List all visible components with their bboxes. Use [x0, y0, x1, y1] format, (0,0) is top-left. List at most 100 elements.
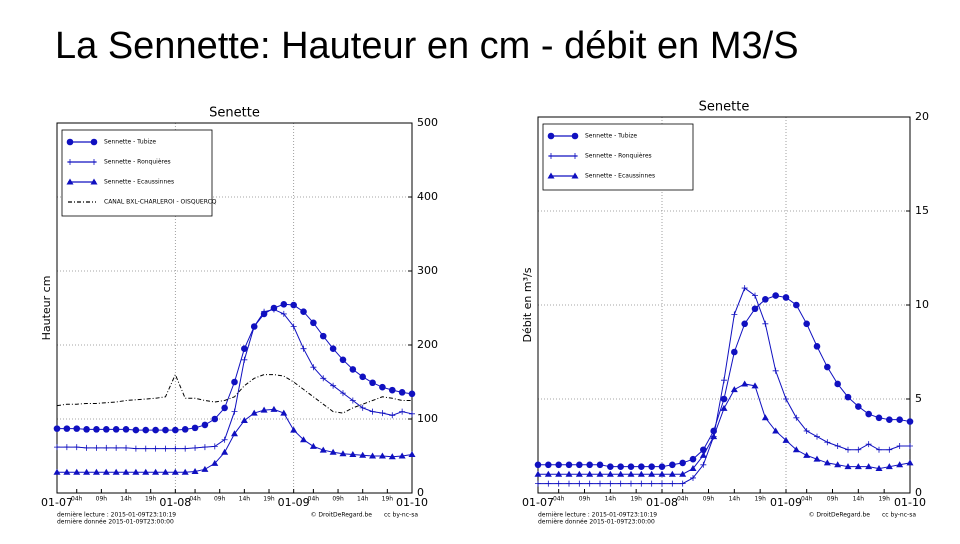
y-tick-label: 200 — [417, 338, 438, 351]
marker — [172, 445, 179, 452]
marker — [66, 178, 74, 185]
marker — [782, 436, 790, 443]
marker — [319, 446, 327, 453]
marker — [627, 470, 635, 477]
marker — [741, 380, 749, 387]
marker — [803, 320, 810, 328]
marker — [627, 463, 635, 470]
chart-title: Senette — [699, 100, 750, 115]
marker — [329, 345, 337, 353]
marker — [241, 345, 248, 353]
marker — [132, 445, 139, 452]
marker — [73, 444, 80, 451]
y-tick-label: 0 — [417, 486, 424, 499]
x-tick-label: 04h — [189, 496, 201, 503]
marker — [865, 410, 872, 418]
marker — [359, 373, 366, 381]
marker — [659, 480, 665, 487]
marker — [330, 382, 337, 389]
marker — [565, 461, 573, 469]
marker — [679, 459, 686, 467]
marker — [700, 461, 707, 468]
marker — [211, 459, 219, 466]
x-tick-label: 19h — [754, 496, 766, 503]
marker — [555, 480, 562, 487]
marker — [201, 444, 208, 451]
x-tick-label: 19h — [878, 496, 890, 503]
marker — [53, 425, 61, 432]
marker — [824, 363, 831, 371]
marker — [152, 426, 159, 434]
x-tick-label: 14h — [853, 496, 865, 503]
marker — [535, 480, 541, 487]
marker — [201, 465, 209, 472]
legend-box — [542, 123, 694, 191]
marker — [834, 443, 841, 449]
marker — [547, 172, 555, 179]
marker — [572, 153, 578, 159]
x-tick-label: 01-08 — [159, 496, 191, 509]
marker — [221, 448, 229, 455]
marker — [112, 468, 120, 475]
marker — [617, 480, 624, 487]
marker — [668, 470, 676, 477]
marker — [907, 443, 913, 449]
marker — [906, 418, 914, 425]
marker — [66, 138, 74, 146]
marker — [379, 383, 386, 391]
y-tick-label: 400 — [417, 190, 438, 203]
marker — [161, 468, 169, 475]
marker — [823, 459, 831, 466]
marker — [628, 480, 634, 487]
x-tick-label: 09h — [827, 496, 839, 503]
x-tick-label: 01-08 — [646, 496, 678, 509]
marker — [571, 132, 579, 140]
footnote: dernière donnée 2015-01-09T23:00:00 — [538, 519, 655, 526]
marker — [231, 408, 238, 415]
marker — [359, 404, 366, 411]
marker — [555, 461, 562, 469]
marker — [260, 406, 268, 413]
marker — [132, 468, 140, 475]
marker — [240, 416, 248, 423]
marker — [280, 409, 288, 416]
marker — [534, 461, 542, 469]
footnote: dernière donnée 2015-01-09T23:00:00 — [57, 519, 174, 526]
marker — [63, 444, 70, 451]
marker — [679, 480, 686, 487]
y-tick-label: 5 — [915, 392, 922, 405]
marker — [251, 323, 258, 330]
marker — [83, 468, 91, 475]
y-tick-label: 20 — [915, 110, 929, 123]
x-tick-label: 01-09 — [278, 496, 310, 509]
license: cc by-nc-sa — [882, 512, 916, 519]
marker — [398, 452, 406, 459]
x-tick-label: 04h — [801, 496, 813, 503]
marker — [545, 480, 552, 487]
x-tick-label: 01-10 — [894, 496, 926, 509]
marker — [545, 461, 552, 469]
marker — [875, 465, 883, 472]
marker — [142, 426, 150, 434]
marker — [310, 364, 317, 371]
marker — [762, 320, 769, 327]
marker — [741, 320, 748, 328]
marker — [886, 446, 893, 453]
marker — [103, 426, 110, 433]
marker — [548, 153, 554, 159]
marker — [54, 444, 60, 451]
marker — [270, 405, 278, 412]
x-tick-label: 09h — [96, 496, 108, 503]
marker — [772, 427, 780, 434]
marker — [83, 426, 90, 433]
marker — [544, 470, 552, 477]
y-tick-label: 10 — [915, 298, 929, 311]
marker — [906, 459, 914, 466]
credit: © DroitDeRegard.be — [808, 512, 870, 519]
marker — [865, 463, 873, 470]
marker — [112, 426, 120, 433]
y-tick-label: 100 — [417, 412, 438, 425]
y-axis-label: Hauteur cm — [40, 276, 53, 341]
marker — [221, 436, 228, 443]
legend-label: Sennette - Ecaussinnes — [585, 173, 655, 180]
